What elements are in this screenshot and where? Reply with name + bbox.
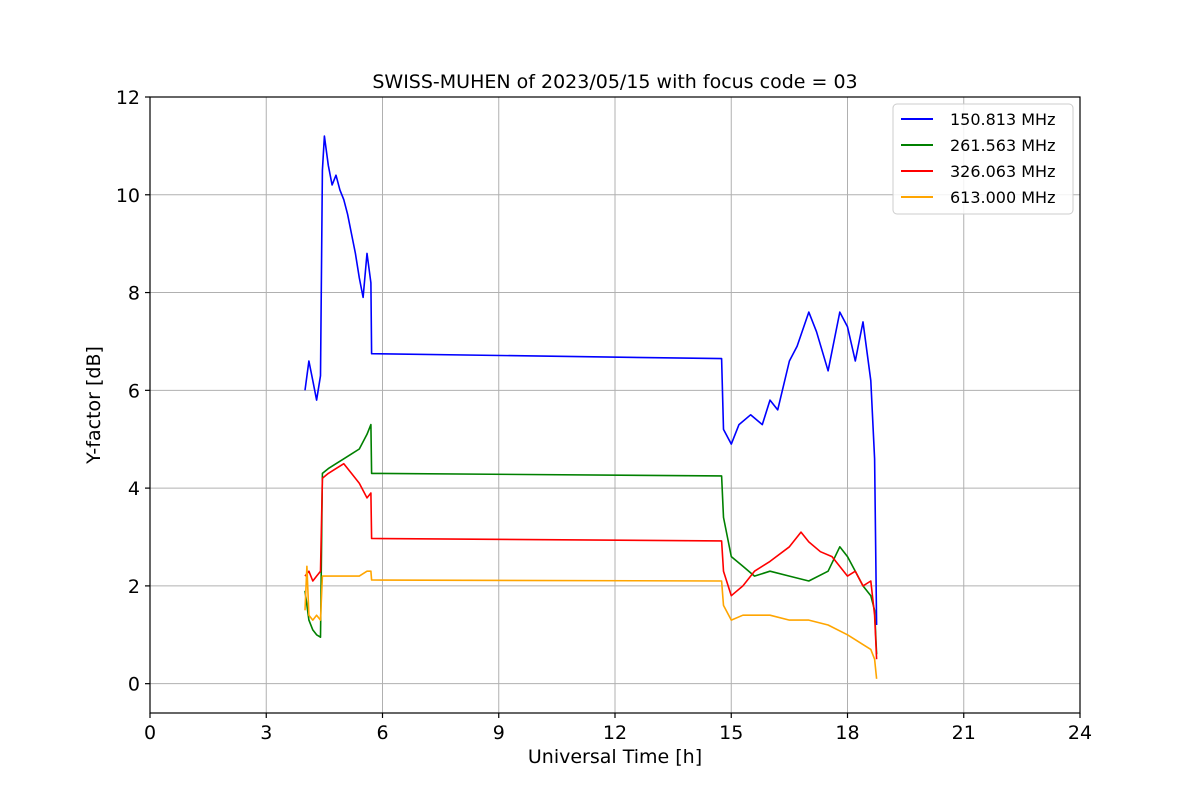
- x-tick-label: 12: [603, 722, 627, 744]
- y-tick-label: 8: [128, 283, 140, 305]
- chart-title: SWISS-MUHEN of 2023/05/15 with focus cod…: [372, 71, 857, 93]
- x-tick-label: 18: [835, 722, 859, 744]
- legend-label: 613.000 MHz: [950, 188, 1055, 207]
- y-tick-label: 12: [116, 87, 140, 109]
- legend-label: 261.563 MHz: [950, 136, 1055, 155]
- x-tick-label: 0: [144, 722, 156, 744]
- y-tick-label: 0: [128, 674, 140, 696]
- y-tick-label: 2: [128, 576, 140, 598]
- y-axis-label: Y-factor [dB]: [83, 346, 105, 465]
- series-line-3: [304, 565, 878, 679]
- legend-label: 326.063 MHz: [950, 162, 1055, 181]
- series-line-2: [304, 462, 878, 660]
- grid-lines: [149, 96, 1081, 713]
- y-tick-label: 6: [128, 380, 140, 402]
- x-axis-label: Universal Time [h]: [528, 746, 702, 768]
- legend-label: 150.813 MHz: [950, 110, 1055, 129]
- series-line-0: [304, 135, 878, 626]
- x-tick-label: 24: [1068, 722, 1092, 744]
- x-tick-label: 21: [952, 722, 976, 744]
- y-tick-label: 10: [116, 185, 140, 207]
- legend: 150.813 MHz 261.563 MHz 326.063 MHz 613.000…: [892, 103, 1074, 215]
- plot-series: [304, 135, 878, 679]
- x-tick-label: 15: [719, 722, 743, 744]
- y-tick-label: 4: [128, 478, 140, 500]
- legend-box: [892, 103, 1074, 215]
- x-tick-label: 9: [493, 722, 505, 744]
- x-tick-label: 3: [260, 722, 272, 744]
- x-tick-label: 6: [376, 722, 388, 744]
